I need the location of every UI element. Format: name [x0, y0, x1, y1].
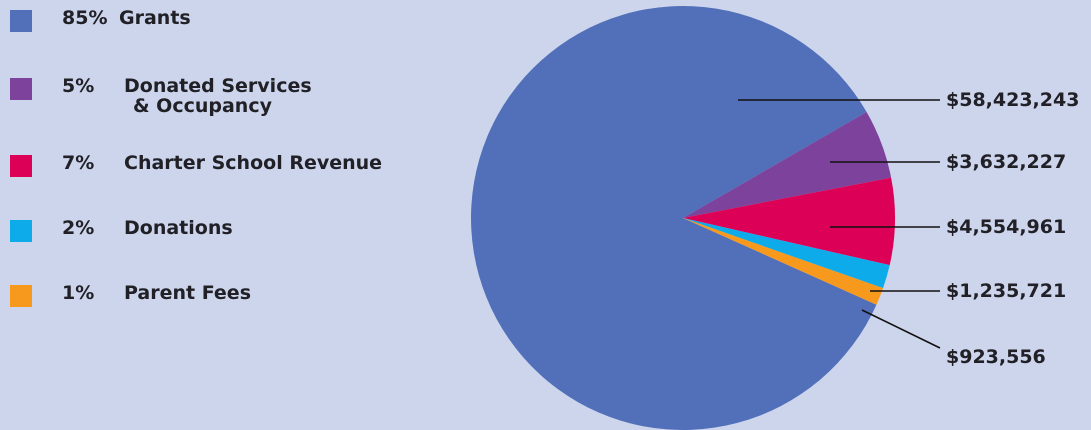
pie-slice-donated-services: [683, 112, 892, 218]
legend-label-grants: Grants: [119, 7, 191, 29]
legend-swatch-parent-fees: [10, 285, 32, 307]
amount-label-charter-school: $4,554,961: [946, 216, 1066, 238]
legend-label-donated-services-line1: Donated Services: [124, 75, 312, 97]
pie-slice-grants: [471, 6, 877, 430]
amount-label-donated-services: $3,632,227: [946, 151, 1066, 173]
legend-label-charter-school: Charter School Revenue: [124, 152, 383, 174]
legend-swatch-donations: [10, 220, 32, 242]
legend-swatch-grants: [10, 10, 32, 32]
legend: 85% Grants 5% Donated Services & Occupan…: [0, 0, 420, 430]
pie-slice-donations: [683, 218, 890, 289]
legend-percent-grants: 85%: [62, 7, 108, 29]
amount-label-donations: $1,235,721: [946, 280, 1066, 302]
leader-line-parent-fees: [861, 309, 941, 349]
legend-label-donated-services-line2: & Occupancy: [133, 95, 272, 117]
legend-swatch-charter-school: [10, 155, 32, 177]
legend-percent-parent-fees: 1%: [62, 282, 95, 304]
legend-percent-donated-services: 5%: [62, 75, 95, 97]
legend-swatch-donated-services: [10, 78, 32, 100]
legend-percent-donations: 2%: [62, 217, 95, 239]
legend-percent-charter-school: 7%: [62, 152, 95, 174]
legend-label-parent-fees: Parent Fees: [124, 282, 252, 304]
pie-slice-charter-school: [683, 177, 895, 266]
pie-slice-parent-fees: [683, 218, 884, 305]
legend-label-donations: Donations: [124, 217, 233, 239]
amount-label-parent-fees: $923,556: [946, 346, 1046, 368]
amount-label-grants: $58,423,243: [946, 89, 1079, 111]
